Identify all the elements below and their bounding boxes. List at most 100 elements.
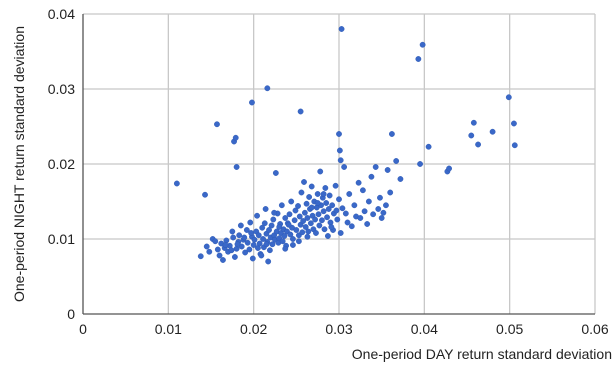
data-point (320, 191, 327, 197)
data-point (342, 210, 349, 217)
data-point (246, 246, 253, 253)
data-point (361, 208, 368, 215)
data-point (384, 167, 391, 173)
data-point (505, 94, 512, 101)
data-point (380, 209, 387, 216)
data-point (299, 229, 306, 236)
data-point (228, 247, 235, 254)
data-point (364, 221, 371, 227)
data-points (173, 26, 518, 265)
data-point (368, 173, 375, 180)
data-point (370, 211, 377, 218)
y-axis-title: One-period NIGHT return standard deviati… (11, 26, 27, 302)
data-point (511, 142, 518, 149)
data-point (315, 211, 322, 218)
data-point (293, 227, 300, 233)
data-point (359, 187, 366, 194)
data-point (377, 194, 383, 201)
data-point (270, 216, 277, 223)
data-point (266, 227, 272, 233)
data-point (383, 202, 389, 209)
data-point (242, 249, 249, 256)
axes (82, 14, 595, 315)
data-point (237, 222, 244, 229)
data-point (230, 234, 237, 241)
data-point (337, 230, 344, 236)
x-axis-title: One-period DAY return standard deviation (352, 346, 612, 362)
data-point (202, 191, 208, 198)
x-tick-label: 0.06 (581, 321, 608, 337)
data-point (304, 233, 311, 240)
data-point (305, 228, 312, 235)
data-point (265, 258, 272, 265)
data-point (317, 168, 324, 175)
data-point (254, 212, 260, 219)
data-point (249, 255, 256, 262)
data-point (415, 56, 422, 62)
x-tick-label: 0.04 (411, 321, 438, 337)
data-point (326, 192, 333, 199)
data-point (266, 247, 273, 254)
data-point (248, 230, 255, 236)
data-point (301, 209, 308, 216)
data-point (323, 200, 330, 206)
data-point (286, 211, 293, 218)
data-point (319, 217, 325, 224)
data-point (214, 246, 221, 253)
data-point (336, 147, 343, 154)
data-point (344, 219, 351, 226)
data-point (325, 206, 332, 212)
data-point (203, 243, 210, 250)
data-point (268, 222, 275, 229)
data-point (365, 198, 372, 205)
data-point (220, 257, 226, 263)
data-point (173, 180, 180, 187)
data-point (263, 241, 270, 248)
data-point (417, 161, 423, 167)
data-point (264, 85, 271, 92)
data-point (341, 164, 348, 170)
data-point (307, 220, 314, 227)
data-point (214, 121, 220, 128)
data-point (336, 131, 342, 137)
data-point (328, 224, 335, 230)
x-tick-label: 0 (79, 321, 87, 337)
data-point (296, 213, 303, 220)
data-point (287, 231, 294, 238)
data-point (297, 108, 304, 115)
data-point (292, 207, 299, 214)
data-point (372, 164, 379, 170)
data-point (285, 221, 292, 228)
data-point (378, 215, 385, 221)
data-point (419, 41, 426, 48)
data-point (236, 232, 243, 239)
data-point (222, 242, 229, 248)
data-point (302, 224, 309, 230)
data-point (300, 218, 307, 224)
data-point (288, 198, 295, 205)
data-point (324, 214, 330, 221)
data-point (251, 236, 258, 243)
data-point (320, 208, 327, 215)
data-point (259, 224, 266, 231)
y-tick-label: 0.03 (48, 81, 75, 97)
data-point (470, 119, 477, 126)
x-tick-label: 0.02 (240, 321, 267, 337)
data-point (348, 223, 355, 230)
data-point (216, 252, 223, 259)
data-point (446, 165, 452, 172)
data-point (282, 215, 289, 221)
data-point (290, 236, 296, 242)
data-point (338, 26, 345, 32)
data-point (281, 233, 288, 239)
data-point (276, 224, 283, 230)
data-point (325, 233, 331, 239)
data-point (295, 238, 302, 245)
data-point (261, 220, 268, 227)
data-point (244, 239, 251, 246)
data-point (256, 240, 263, 247)
data-point (489, 128, 496, 135)
data-point (336, 196, 342, 203)
data-point (272, 170, 279, 176)
